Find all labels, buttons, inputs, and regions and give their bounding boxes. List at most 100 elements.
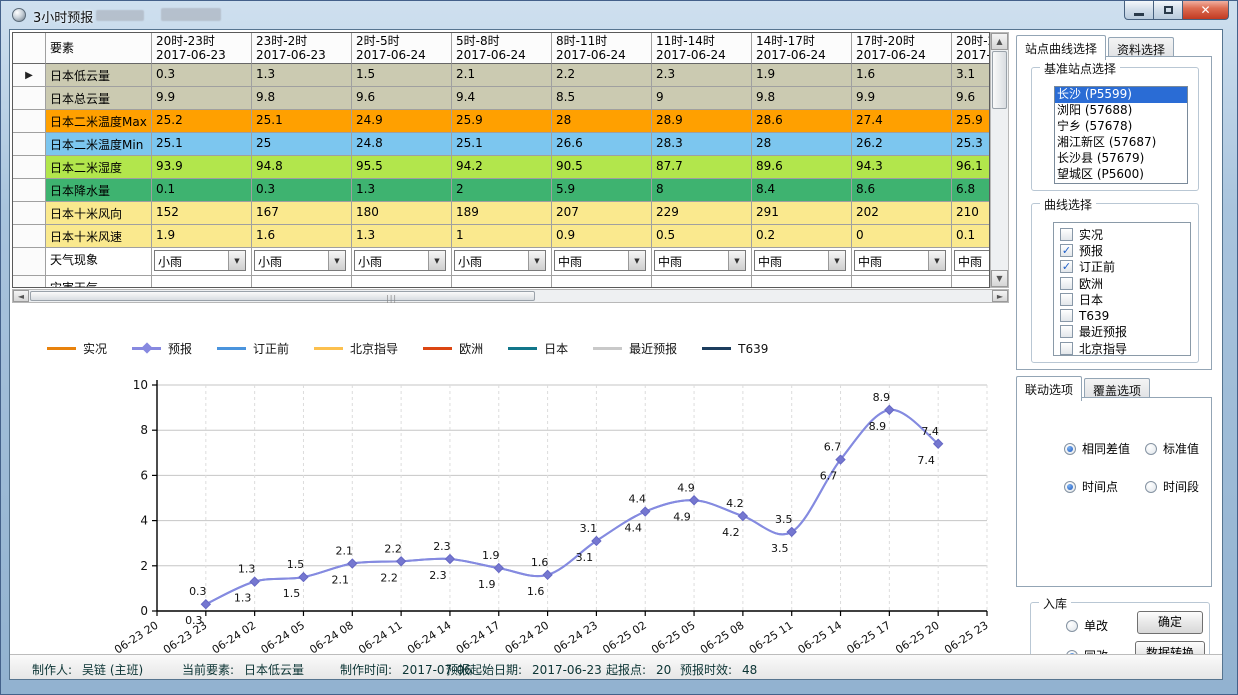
value-cell[interactable]	[652, 276, 752, 287]
row-selector-cell[interactable]	[13, 225, 46, 248]
curve-checkbox-row[interactable]: ✓ 预报	[1060, 242, 1190, 258]
tab-overlay-options[interactable]: 覆盖选项	[1084, 378, 1151, 401]
value-cell[interactable]: 25.1	[252, 110, 352, 133]
value-cell[interactable]: 8.5	[552, 87, 652, 110]
chevron-down-icon[interactable]: ▼	[828, 251, 845, 270]
value-cell[interactable]: 28.6	[752, 110, 852, 133]
value-cell[interactable]: 0.1	[952, 225, 989, 248]
value-cell[interactable]: 229	[652, 202, 752, 225]
link-option-radio-row[interactable]: 标准值	[1145, 440, 1199, 457]
curve-checkbox-row[interactable]: 北京指导	[1060, 340, 1190, 356]
close-button[interactable]: ✕	[1183, 1, 1229, 20]
data-point-marker[interactable]	[786, 526, 797, 538]
radio-unselected[interactable]	[1145, 442, 1157, 455]
value-cell[interactable]: 中雨▼	[952, 248, 989, 276]
value-cell[interactable]	[552, 276, 652, 287]
value-cell[interactable]: 2.3	[652, 64, 752, 87]
title-bar[interactable]: 3小时预报 ✕	[1, 1, 1237, 29]
value-cell[interactable]: 26.2	[852, 133, 952, 156]
weather-dropdown[interactable]: 小雨 ▼	[254, 250, 346, 271]
weather-dropdown[interactable]: 小雨 ▼	[154, 250, 246, 271]
value-cell[interactable]: 5.9	[552, 179, 652, 202]
curve-checkbox-row[interactable]: 最近预报	[1060, 324, 1190, 340]
data-point-marker[interactable]	[493, 562, 504, 574]
hscroll-thumb[interactable]: |||	[30, 291, 535, 303]
value-cell[interactable]: 28	[752, 133, 852, 156]
checkbox-unchecked[interactable]	[1060, 276, 1073, 290]
value-cell[interactable]: 93.9	[152, 156, 252, 179]
data-point-marker[interactable]	[347, 558, 358, 569]
curve-checkbox-row[interactable]: T639	[1060, 307, 1190, 323]
value-cell[interactable]: 1.6	[252, 225, 352, 248]
checkbox-unchecked[interactable]	[1060, 292, 1073, 306]
weather-dropdown[interactable]: 中雨▼	[954, 250, 989, 271]
chevron-down-icon[interactable]: ▼	[728, 251, 745, 270]
station-list-item[interactable]: 湘江新区 (57687)	[1057, 135, 1157, 149]
value-cell[interactable]: 87.7	[652, 156, 752, 179]
confirm-button[interactable]: 确定	[1137, 611, 1203, 634]
value-cell[interactable]	[152, 276, 252, 287]
single-edit-radio[interactable]	[1066, 619, 1078, 632]
value-cell[interactable]: 90.5	[552, 156, 652, 179]
station-list-item[interactable]: 浏阳 (57688)	[1057, 103, 1133, 117]
row-selector-cell[interactable]	[13, 110, 46, 133]
value-cell[interactable]: 25.9	[452, 110, 552, 133]
data-point-marker[interactable]	[249, 576, 260, 587]
value-cell[interactable]: 0.3	[252, 179, 352, 202]
curve-checkbox-row[interactable]: 日本	[1060, 291, 1190, 307]
value-cell[interactable]: 89.6	[752, 156, 852, 179]
row-selector-cell[interactable]	[13, 133, 46, 156]
chevron-down-icon[interactable]: ▼	[628, 251, 645, 270]
link-option-radio-row[interactable]: 时间点	[1064, 478, 1118, 495]
value-cell[interactable]: 27.4	[852, 110, 952, 133]
chevron-down-icon[interactable]: ▼	[228, 251, 245, 270]
value-cell[interactable]: 24.8	[352, 133, 452, 156]
value-cell[interactable]: 94.2	[452, 156, 552, 179]
value-cell[interactable]: 1.5	[352, 64, 452, 87]
row-selector-cell[interactable]	[13, 87, 46, 110]
tab-link-options[interactable]: 联动选项	[1016, 376, 1083, 401]
value-cell[interactable]: 0	[852, 225, 952, 248]
value-cell[interactable]: 0.1	[152, 179, 252, 202]
link-option-radio-row[interactable]: 相同差值	[1064, 440, 1130, 457]
value-cell[interactable]: 小雨 ▼	[152, 248, 252, 276]
data-point-marker[interactable]	[640, 506, 651, 517]
value-cell[interactable]: 8.4	[752, 179, 852, 202]
data-point-marker[interactable]	[835, 454, 846, 465]
value-cell[interactable]: 2	[452, 179, 552, 202]
data-point-marker[interactable]	[932, 438, 944, 449]
curve-checkbox-row[interactable]: 欧洲	[1060, 275, 1190, 291]
data-point-marker[interactable]	[737, 510, 749, 522]
chevron-down-icon[interactable]: ▼	[428, 251, 445, 270]
value-cell[interactable]: 25.2	[152, 110, 252, 133]
value-cell[interactable]: 1.9	[752, 64, 852, 87]
station-list-item[interactable]: 望城区 (P5600)	[1057, 167, 1144, 181]
row-selector-cell[interactable]	[13, 248, 46, 276]
data-point-marker[interactable]	[444, 553, 456, 565]
value-cell[interactable]: 1.6	[852, 64, 952, 87]
value-cell[interactable]: 1	[452, 225, 552, 248]
value-cell[interactable]: 96.1	[952, 156, 989, 179]
value-cell[interactable]: 26.6	[552, 133, 652, 156]
value-cell[interactable]: 1.9	[152, 225, 252, 248]
value-cell[interactable]	[252, 276, 352, 287]
weather-dropdown[interactable]: 中雨▼	[854, 250, 946, 271]
value-cell[interactable]: 9.8	[752, 87, 852, 110]
radio-unselected[interactable]	[1145, 480, 1157, 493]
value-cell[interactable]: 9.9	[852, 87, 952, 110]
data-point-marker[interactable]	[884, 404, 895, 416]
tab-station-curve-select[interactable]: 站点曲线选择	[1016, 35, 1107, 60]
scroll-down-arrow-icon[interactable]: ▼	[991, 270, 1008, 287]
value-cell[interactable]	[852, 276, 952, 287]
minimize-button[interactable]	[1124, 1, 1154, 20]
value-cell[interactable]: 25.1	[452, 133, 552, 156]
value-cell[interactable]: 1.3	[252, 64, 352, 87]
value-cell[interactable]: 中雨▼	[652, 248, 752, 276]
value-cell[interactable]: 210	[952, 202, 989, 225]
data-point-marker[interactable]	[688, 495, 700, 506]
value-cell[interactable]: 2.1	[452, 64, 552, 87]
value-cell[interactable]: 8	[652, 179, 752, 202]
value-cell[interactable]: 中雨▼	[552, 248, 652, 276]
maximize-button[interactable]	[1154, 1, 1183, 20]
value-cell[interactable]: 94.3	[852, 156, 952, 179]
